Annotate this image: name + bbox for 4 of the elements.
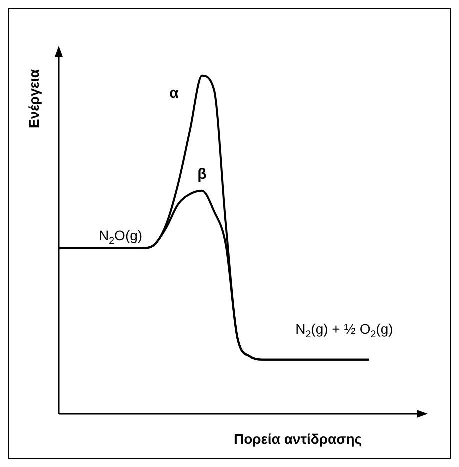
x-axis-title: Πορεία αντίδρασης xyxy=(234,430,362,447)
series-label: α xyxy=(170,85,180,102)
y-axis-title: Ενέργεια xyxy=(26,69,42,129)
series-label: β xyxy=(198,166,207,183)
